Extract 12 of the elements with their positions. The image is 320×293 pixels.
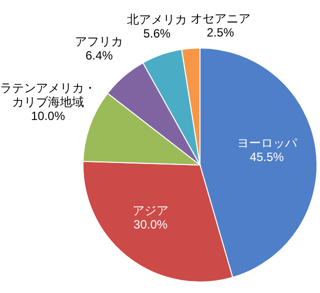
data-label: 5.6% bbox=[143, 26, 171, 41]
data-label: 30.0% bbox=[134, 217, 168, 232]
slice-label: ヨーロッパ bbox=[236, 136, 298, 150]
slice-label: オセアニア bbox=[190, 11, 250, 26]
slice-label: アジア bbox=[132, 203, 169, 218]
slice-label: ラテンアメリカ・カリブ海地域 bbox=[0, 81, 96, 110]
slice-label: アフリカ bbox=[75, 34, 124, 49]
slice-label: 北アメリカ bbox=[126, 12, 187, 27]
data-label: 6.4% bbox=[86, 48, 114, 63]
data-label: 2.5% bbox=[206, 25, 234, 40]
data-label: 10.0% bbox=[30, 109, 66, 124]
data-label: 45.5% bbox=[250, 150, 284, 164]
